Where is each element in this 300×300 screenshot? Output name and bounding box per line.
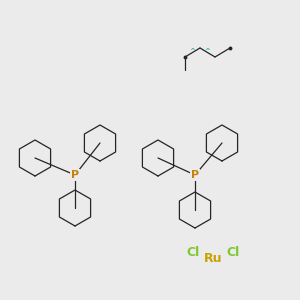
Text: ^: ^ (204, 48, 210, 54)
Text: Cl: Cl (226, 245, 240, 259)
Text: P: P (71, 170, 79, 180)
Text: ^: ^ (189, 48, 195, 54)
Text: Ru: Ru (204, 251, 222, 265)
Text: Cl: Cl (186, 245, 200, 259)
Text: P: P (191, 170, 199, 180)
